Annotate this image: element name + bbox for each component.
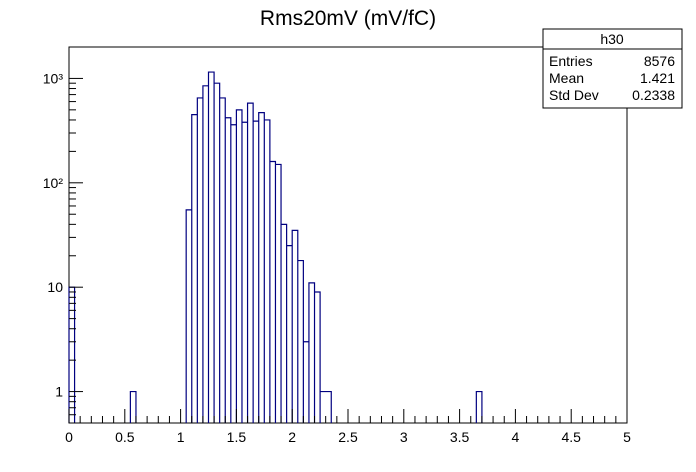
histogram-bin-2: [186, 210, 192, 423]
histogram-bin-0: [69, 287, 75, 423]
x-tick-label: 1: [177, 429, 185, 445]
histogram-bin-20: [287, 246, 293, 423]
x-tick-label: 0.5: [115, 429, 135, 445]
x-tick-label: 3: [400, 429, 408, 445]
histogram-outline: [68, 71, 483, 423]
histogram-bin-3: [192, 115, 198, 423]
stats-stddev-label: Std Dev: [549, 87, 599, 103]
stats-box: h30 Entries 8576 Mean 1.421 Std Dev 0.23…: [542, 28, 683, 109]
histogram-bin-24: [309, 283, 315, 423]
histogram-bin-1: [130, 392, 136, 423]
stats-entries-value: 8576: [644, 53, 675, 69]
histogram-bin-14: [253, 121, 259, 423]
x-tick-label: 5: [623, 429, 631, 445]
y-tick-label: 1: [55, 384, 63, 400]
histogram-bin-19: [281, 224, 287, 423]
histogram-bin-27: [476, 392, 482, 423]
x-tick-label: 4.5: [561, 429, 581, 445]
histogram-bin-25: [315, 292, 321, 423]
x-tick-label: 2: [288, 429, 296, 445]
x-tick-label: 1.5: [227, 429, 247, 445]
histogram-bin-15: [259, 113, 265, 423]
histogram-bin-23: [303, 342, 309, 423]
stats-box-frame: [542, 28, 683, 109]
x-tick-label: 3.5: [450, 429, 470, 445]
histogram-bin-5: [203, 86, 209, 423]
histogram-bin-8: [220, 98, 226, 423]
histogram-bin-9: [225, 118, 231, 423]
x-tick-label: 4: [512, 429, 520, 445]
histogram-bin-4: [197, 98, 203, 423]
histogram-bin-6: [209, 72, 215, 423]
y-tick-label: 10²: [43, 175, 64, 191]
histogram-bin-17: [270, 162, 276, 423]
histogram-bin-10: [231, 125, 237, 423]
y-tick-label: 10³: [43, 70, 64, 86]
histogram-bin-7: [214, 83, 220, 423]
x-tick-label: 0: [65, 429, 73, 445]
histogram-bin-13: [248, 103, 254, 423]
stats-entries-label: Entries: [549, 53, 593, 69]
histogram-bin-11: [236, 110, 242, 423]
chart-title: Rms20mV (mV/fC): [260, 7, 436, 30]
x-tick-label: 2.5: [338, 429, 358, 445]
stats-mean-value: 1.421: [640, 70, 675, 86]
y-tick-label: 10: [47, 279, 63, 295]
histogram-bin-12: [242, 122, 248, 423]
stats-box-name: h30: [600, 31, 624, 47]
histogram-bin-16: [264, 120, 270, 423]
histogram-bin-22: [298, 261, 304, 423]
histogram-bin-21: [292, 230, 298, 423]
histogram-bin-18: [275, 164, 281, 423]
stats-stddev-value: 0.2338: [632, 87, 675, 103]
stats-mean-label: Mean: [549, 70, 584, 86]
